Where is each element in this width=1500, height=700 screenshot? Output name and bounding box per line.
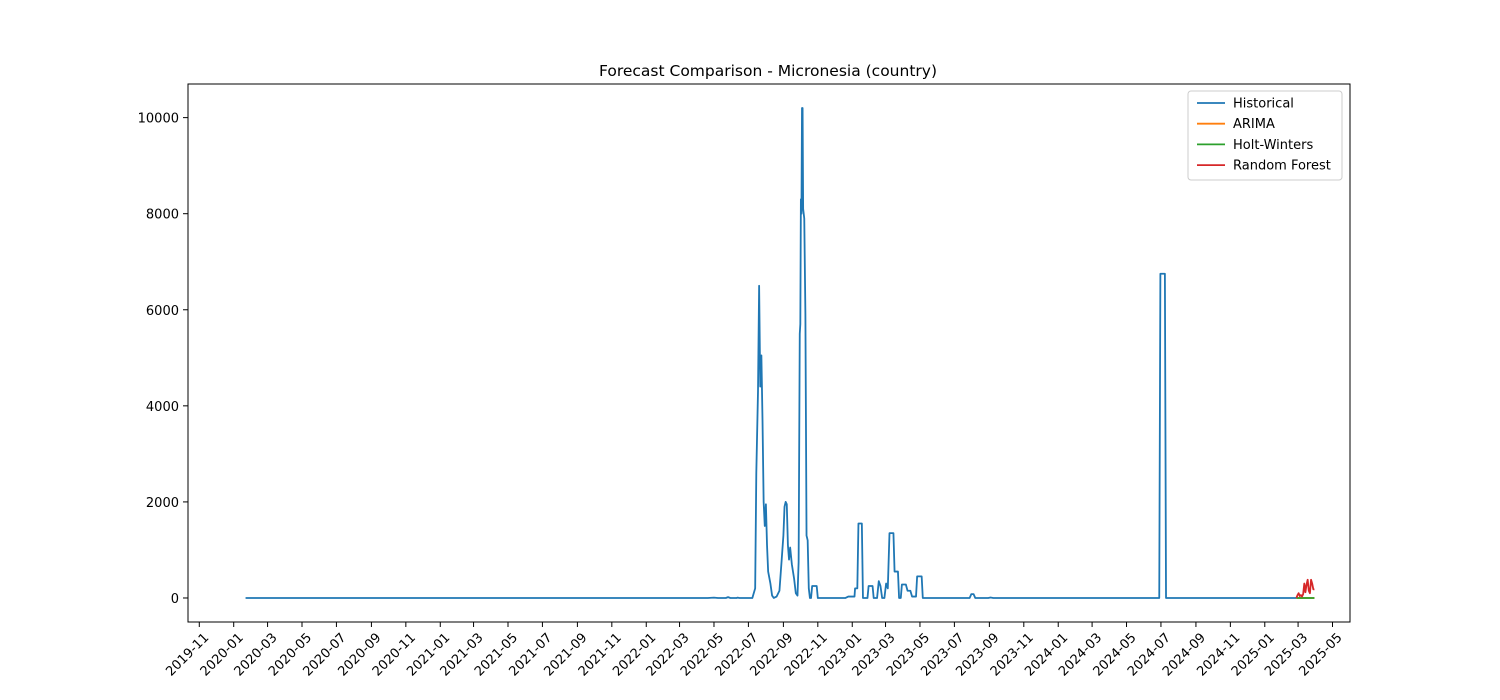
legend-label: ARIMA — [1233, 117, 1275, 132]
y-tick-label: 10000 — [138, 112, 179, 127]
y-tick-label: 8000 — [146, 208, 179, 223]
series-line-historical — [245, 107, 1297, 599]
legend-label: Holt-Winters — [1233, 138, 1313, 153]
chart-title: Forecast Comparison - Micronesia (countr… — [599, 62, 937, 80]
y-tick-label: 0 — [171, 592, 179, 607]
legend-label: Historical — [1233, 97, 1294, 112]
y-tick-label: 2000 — [146, 496, 179, 511]
series-line-random-forest — [1295, 578, 1315, 599]
series-layer — [245, 107, 1315, 599]
legend-label: Random Forest — [1233, 159, 1331, 174]
legend-box — [1187, 90, 1343, 181]
plot-area — [187, 83, 1351, 623]
y-tick-label: 4000 — [146, 400, 179, 415]
legend: Historical ARIMA Holt-Winters Random Forest — [1187, 90, 1343, 181]
y-axis: 0 2000 4000 6000 8000 10000 — [138, 112, 188, 607]
y-tick-label: 6000 — [146, 304, 179, 319]
